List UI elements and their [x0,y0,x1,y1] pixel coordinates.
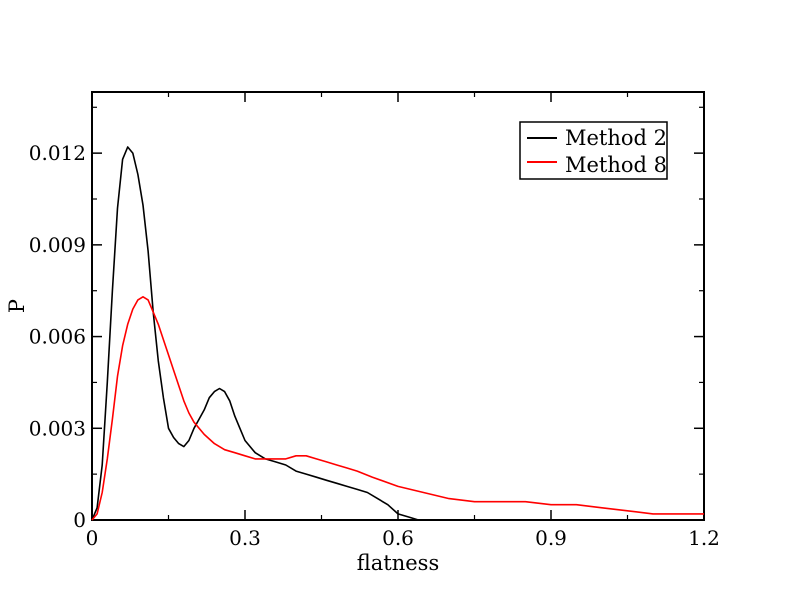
y-tick-label: 0.006 [29,325,86,349]
x-tick-label: 0.9 [535,526,567,550]
x-tick-label: 0.3 [229,526,261,550]
x-tick-label: 0 [86,526,99,550]
y-tick-label: 0 [73,508,86,532]
series-line-method-2 [91,146,419,521]
y-tick-labels: 0 0.003 0.006 0.009 0.012 [29,141,86,532]
legend-box [519,121,668,180]
legend-label-method-8: Method 8 [565,153,667,177]
y-axis-title: P [5,299,29,313]
y-tick-label: 0.003 [29,416,86,440]
axis-ticks [91,92,705,521]
series-lines [91,146,704,521]
legend: Method 2 Method 8 [519,121,668,180]
y-tick-label: 0.009 [29,233,86,257]
x-axis-title: flatness [357,551,439,575]
legend-label-method-2: Method 2 [565,126,667,150]
x-tick-label: 1.2 [688,526,720,550]
x-tick-labels: 0 0.3 0.6 0.9 1.2 [86,526,720,550]
y-tick-label: 0.012 [29,141,86,165]
series-line-method-8 [91,295,704,521]
x-tick-label: 0.6 [382,526,414,550]
